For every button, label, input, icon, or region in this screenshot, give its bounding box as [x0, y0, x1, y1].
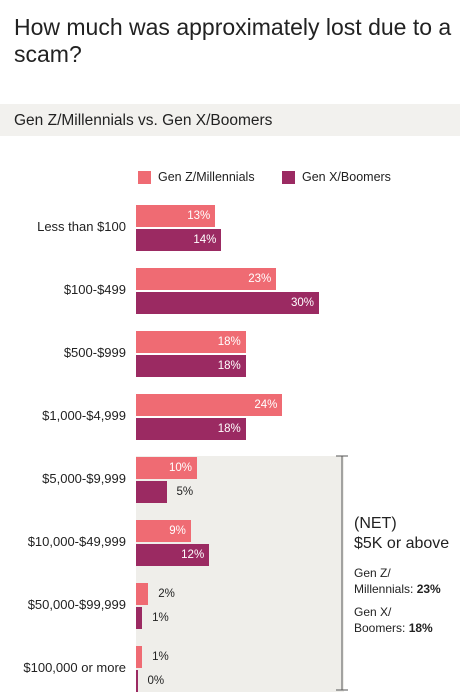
- net-genz-label: Millennials:: [354, 582, 414, 596]
- legend-swatch-genx: [282, 170, 295, 184]
- bar-genx: [136, 544, 210, 566]
- data-label-genz: 24%: [254, 399, 278, 411]
- bar-genz: [136, 331, 246, 353]
- bar-genx: [136, 481, 167, 503]
- net-genz-line2: Millennials: 23%: [354, 582, 441, 597]
- bar-genx: [136, 355, 246, 377]
- data-label-genx: 1%: [152, 612, 169, 624]
- category-label: $1,000-$4,999: [42, 408, 126, 423]
- bar-genz: [136, 457, 197, 479]
- net-bracket: [336, 455, 348, 691]
- data-label-genz: 13%: [187, 210, 211, 222]
- subtitle-band: Gen Z/Millennials vs. Gen X/Boomers: [0, 104, 460, 136]
- legend-label-genx: Gen X/Boomers: [302, 170, 391, 184]
- bar-genz: [136, 268, 277, 290]
- data-label-genx: 0%: [147, 675, 165, 687]
- data-label-genx: 30%: [290, 297, 314, 309]
- category-label: $100-$499: [63, 282, 126, 297]
- legend-swatch-genz: [138, 170, 151, 184]
- data-label-genx: 18%: [217, 423, 241, 435]
- chart-title: How much was approximately lost due to a…: [14, 14, 452, 67]
- bar-genz: [136, 583, 149, 605]
- bar-genz: [136, 646, 143, 668]
- bar-genx: [136, 670, 138, 692]
- net-genz-value: 23%: [416, 582, 441, 596]
- data-label-genx: 18%: [217, 360, 241, 372]
- legend-label-genz: Gen Z/Millennials: [158, 170, 255, 184]
- bar-genx: [136, 229, 222, 251]
- category-label: $500-$999: [63, 345, 126, 360]
- legend-item-genz: Gen Z/Millennials: [138, 170, 255, 184]
- category-label: $100,000 or more: [23, 660, 126, 675]
- data-label-genx: 5%: [176, 486, 194, 498]
- net-subtitle: $5K or above: [354, 535, 450, 552]
- net-genx-label: Boomers:: [354, 621, 406, 635]
- legend-item-genx: Gen X/Boomers: [282, 170, 391, 184]
- category-label: $5,000-$9,999: [42, 471, 126, 486]
- data-label-genx: 12%: [181, 549, 205, 561]
- data-label-genz: 10%: [168, 462, 192, 474]
- net-genx-value: 18%: [408, 621, 433, 635]
- data-label-genz: 18%: [217, 336, 241, 348]
- category-label: Less than $100: [37, 219, 126, 234]
- bar-genx: [136, 607, 143, 629]
- bar-genx: [136, 418, 246, 440]
- category-label: $50,000-$99,999: [27, 597, 126, 612]
- data-label-genz: 1%: [152, 651, 169, 663]
- category-label: $10,000-$49,999: [27, 534, 126, 549]
- net-genx-line2: Boomers: 18%: [354, 621, 433, 636]
- bar-genz: [136, 520, 191, 542]
- net-highlight-panel: [136, 456, 344, 692]
- bar-genz: [136, 205, 216, 227]
- chart-subtitle: Gen Z/Millennials vs. Gen X/Boomers: [14, 112, 273, 129]
- data-label-genz: 2%: [158, 588, 175, 600]
- data-label-genz: 23%: [248, 273, 272, 285]
- net-genz-line1: Gen Z/: [354, 566, 391, 580]
- bar-genz: [136, 394, 283, 416]
- net-title: (NET): [354, 515, 397, 532]
- data-label-genx: 14%: [193, 234, 217, 246]
- bar-genx: [136, 292, 319, 314]
- legend: Gen Z/Millennials Gen X/Boomers: [0, 170, 476, 188]
- net-genx-line1: Gen X/: [354, 605, 392, 619]
- data-label-genz: 9%: [169, 525, 186, 537]
